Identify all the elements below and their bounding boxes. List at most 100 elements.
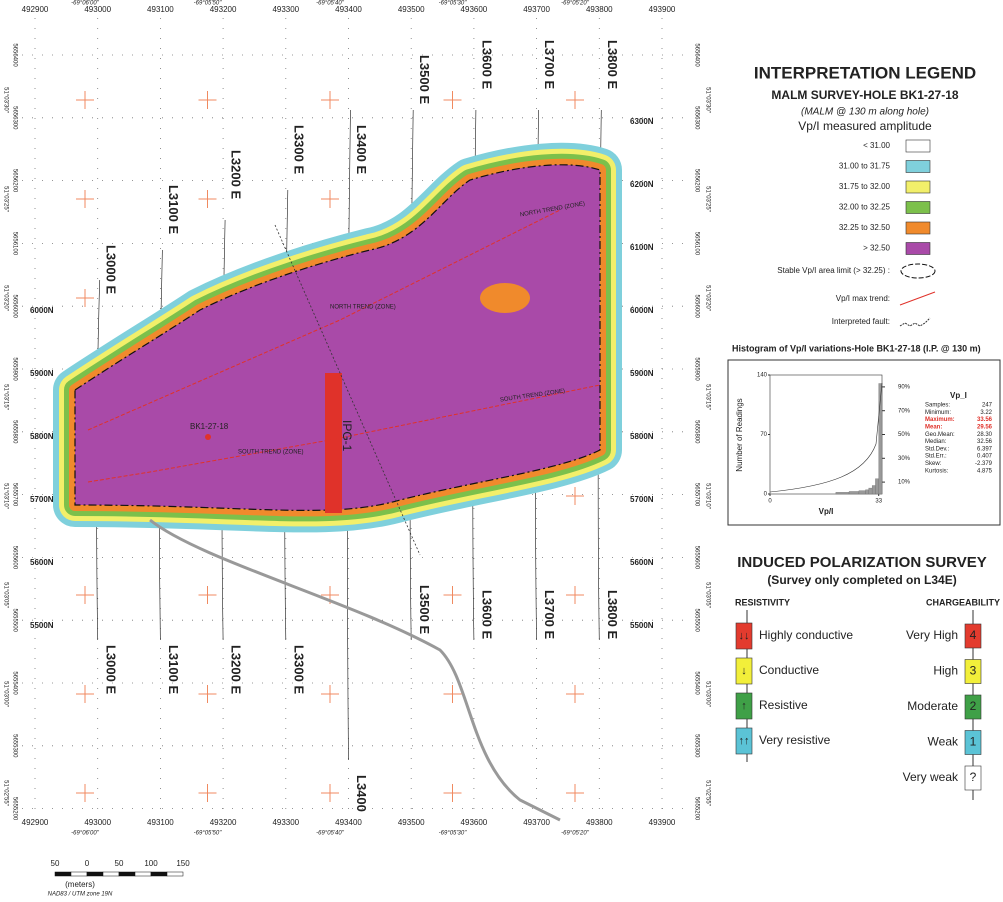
- geo-cross: [443, 685, 462, 703]
- chargeability-swatch: [964, 694, 982, 720]
- histogram-frame: [727, 359, 1001, 526]
- latitude-label: 51°03'05": [704, 582, 710, 608]
- y-axis-label: Number of Readings: [735, 398, 744, 471]
- chargeability-swatch: [964, 659, 982, 684]
- northing-label: 5655500: [11, 609, 17, 633]
- latitude-label: 51°03'10": [704, 483, 710, 509]
- easting-label: 493900: [649, 818, 676, 827]
- easting-label: 493100: [147, 818, 174, 827]
- station-label: 5700N: [630, 495, 654, 504]
- latitude-label: 51°03'20": [2, 285, 8, 311]
- northing-label: 5655800: [693, 420, 699, 444]
- station-label: 5600N: [30, 558, 54, 567]
- histogram-title: Histogram of Vp/I variations-Hole BK1-27…: [732, 343, 981, 353]
- geo-cross: [321, 685, 339, 703]
- northing-label: 5655700: [11, 483, 17, 507]
- scale-tick: 150: [176, 859, 190, 868]
- stat-value: 33.56: [977, 417, 993, 423]
- northing-label: 5655900: [11, 357, 17, 381]
- northing-label: 5656000: [11, 295, 17, 319]
- y2-tick-label: 10%: [898, 480, 911, 486]
- northing-label: 5655700: [693, 483, 699, 507]
- easting-label: 492900: [22, 5, 49, 14]
- class-swatch: [905, 139, 931, 153]
- geo-cross: [198, 784, 217, 802]
- stat-value: 28.30: [977, 432, 993, 438]
- chargeability-label: High: [933, 664, 958, 678]
- class-label: 32.25 to 32.50: [839, 223, 891, 232]
- geo-cross: [76, 190, 94, 208]
- northing-label: 5655300: [693, 734, 699, 758]
- geo-cross: [76, 586, 94, 604]
- stat-name: Maximum:: [925, 417, 955, 423]
- stat-name: Skew:: [925, 461, 942, 467]
- easting-label: 493800: [586, 818, 613, 827]
- latitude-label: 51°03'30": [2, 87, 8, 113]
- scale-segment: [70, 871, 88, 877]
- class-label: 31.75 to 32.00: [839, 182, 891, 191]
- station-label: 5800N: [30, 432, 54, 441]
- easting-label: 493700: [523, 818, 550, 827]
- stat-value: -2.379: [975, 461, 993, 467]
- stat-name: Std.Dev.:: [925, 446, 950, 452]
- stat-value: 6.397: [977, 446, 993, 452]
- northing-label: 5656000: [693, 295, 699, 319]
- station-label: 6200N: [630, 180, 654, 189]
- latitude-label: 51°03'10": [2, 483, 8, 509]
- stats-title: Vp_I: [950, 391, 967, 400]
- geo-cross: [76, 784, 94, 802]
- easting-label: 493100: [147, 5, 174, 14]
- northing-label: 5656400: [11, 43, 17, 67]
- anomaly-zone: [74, 164, 601, 511]
- stat-value: 4.875: [977, 468, 993, 474]
- scale-unit: (meters): [65, 880, 95, 889]
- hole-label: BK1-27-18: [190, 422, 229, 431]
- scale-tick: 50: [115, 859, 124, 868]
- x-tick-label: 33: [875, 499, 882, 505]
- stat-value: 3.22: [980, 410, 992, 416]
- station-label: 5800N: [630, 432, 654, 441]
- easting-label: 493800: [586, 5, 613, 14]
- chargeability-symbol: 4: [970, 628, 977, 642]
- easting-label: 493200: [210, 5, 237, 14]
- y2-tick-label: 30%: [898, 456, 911, 462]
- geo-cross: [76, 91, 94, 109]
- cumulative-curve: [769, 382, 883, 493]
- y2-tick-label: 50%: [898, 432, 911, 438]
- legend-title: INTERPRETATION LEGEND: [754, 63, 976, 82]
- resistivity-label: Very resistive: [759, 733, 831, 747]
- line-label: L3500 E: [417, 585, 432, 634]
- latitude-label: 51°03'25": [2, 186, 8, 212]
- station-label: 6000N: [630, 306, 654, 315]
- northing-label: 5656200: [11, 169, 17, 193]
- line-label: L3300 E: [291, 645, 306, 694]
- chargeability-symbol: 1: [970, 735, 977, 749]
- geo-cross: [566, 91, 584, 109]
- stat-name: Std.Err.:: [925, 454, 947, 460]
- easting-label: 493500: [398, 818, 425, 827]
- chargeability-label: Moderate: [907, 699, 958, 713]
- histogram-bar: [871, 485, 876, 495]
- easting-label: 493300: [272, 5, 299, 14]
- line-label: L3400: [354, 775, 369, 812]
- chargeability-swatch: [964, 765, 982, 791]
- line-label: L3200 E: [229, 645, 244, 694]
- easting-label: 493400: [335, 818, 362, 827]
- histogram-bar: [868, 487, 873, 495]
- stat-name: Median:: [925, 439, 947, 445]
- scale-segment: [86, 871, 104, 877]
- resistivity-symbol: ↓↓: [739, 630, 750, 642]
- stat-value: 0.407: [977, 454, 993, 460]
- northing-label: 5656200: [693, 169, 699, 193]
- northing-label: 5655900: [693, 357, 699, 381]
- easting-label: 493600: [461, 818, 488, 827]
- line-label: L3600 E: [479, 590, 494, 639]
- northing-label: 5655400: [693, 671, 699, 695]
- latitude-label: 51°03'00": [2, 681, 8, 707]
- class-swatch: [905, 180, 931, 194]
- chargeability-heading: CHARGEABILITY: [926, 597, 1000, 607]
- class-label: 31.00 to 31.75: [839, 162, 891, 171]
- histogram-bar: [865, 489, 869, 495]
- chargeability-label: Very High: [906, 628, 958, 642]
- scale-tick: 50: [51, 859, 60, 868]
